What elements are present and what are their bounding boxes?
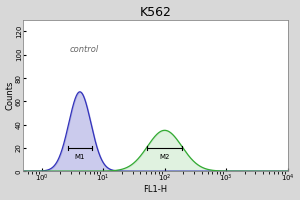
Text: M2: M2 bbox=[160, 154, 170, 160]
X-axis label: FL1-H: FL1-H bbox=[143, 185, 167, 194]
Text: control: control bbox=[69, 45, 99, 54]
Title: K562: K562 bbox=[140, 6, 171, 19]
Text: M1: M1 bbox=[75, 154, 85, 160]
Y-axis label: Counts: Counts bbox=[6, 81, 15, 110]
